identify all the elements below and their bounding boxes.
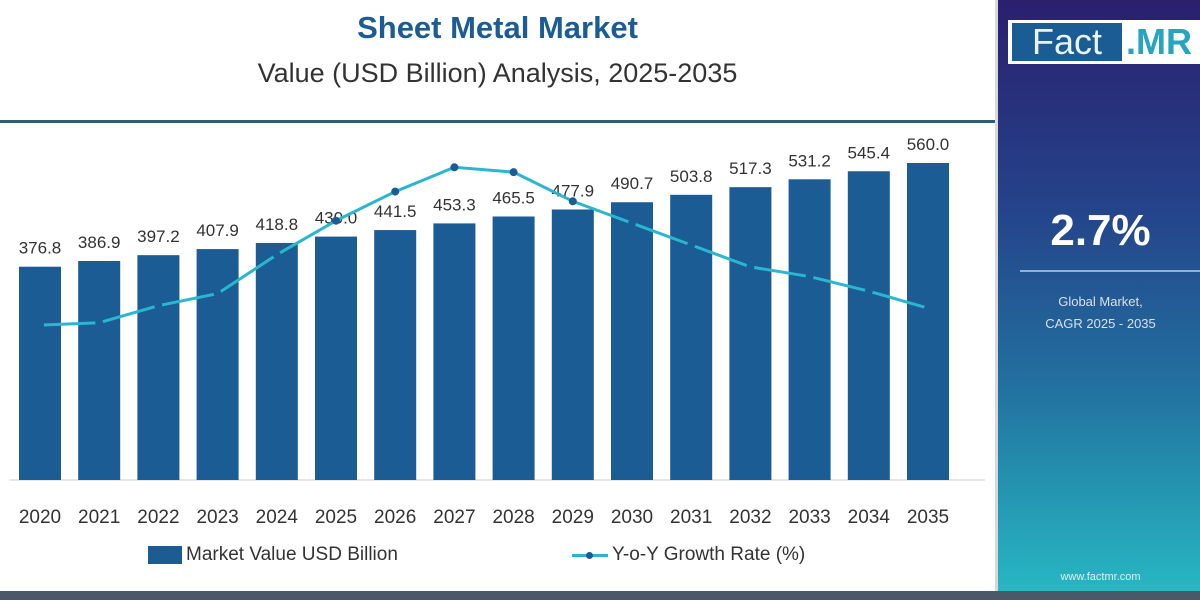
growth-point [687, 241, 696, 249]
chart-area: 376.8 2020 386.9 2021 397.2 2022 407.9 2023 418.… [10, 135, 985, 528]
x-tick-label: 2031 [670, 507, 712, 528]
bar [433, 223, 476, 480]
bar-value-label: 376.8 [19, 239, 62, 258]
bar [847, 171, 890, 480]
growth-point [864, 287, 873, 296]
bar-value-label: 441.5 [374, 202, 417, 221]
bar-value-label: 397.2 [137, 227, 180, 246]
x-tick-label: 2025 [315, 507, 357, 528]
chart-subtitle: Value (USD Billion) Analysis, 2025-2035 [257, 58, 738, 88]
legend-line-swatch [572, 546, 608, 564]
cagr-label-line: Global Market, [1058, 294, 1143, 309]
legend-bar-swatch [148, 546, 182, 564]
growth-point [154, 301, 163, 310]
x-tick-label: 2030 [611, 507, 653, 528]
bar [137, 255, 180, 480]
growth-point [924, 304, 932, 313]
x-tick-label: 2035 [907, 507, 949, 528]
cagr-label: Global Market, CAGR 2025 - 2035 [998, 291, 1200, 335]
bar [907, 163, 949, 480]
growth-point [568, 197, 577, 206]
x-tick-label: 2021 [78, 507, 120, 528]
legend-item-growth-rate: Y-o-Y Growth Rate (%) [572, 544, 805, 566]
header-divider [0, 120, 995, 123]
bar [374, 230, 417, 480]
x-tick-label: 2034 [848, 507, 891, 528]
bar [729, 187, 772, 480]
growth-point [805, 272, 814, 281]
bar [788, 179, 831, 480]
x-tick-label: 2029 [552, 507, 594, 528]
cagr-panel: Fact .MR 2.7% Global Market, CAGR 2025 -… [995, 0, 1200, 591]
x-tick-label: 2028 [492, 507, 534, 528]
x-tick-label: 2020 [19, 507, 61, 528]
x-tick-label: 2033 [788, 507, 830, 528]
bar [670, 194, 713, 480]
growth-point [332, 216, 340, 225]
growth-point [95, 318, 104, 327]
growth-point [509, 168, 518, 177]
growth-line [39, 165, 929, 327]
logo-text: Fact [1012, 23, 1122, 61]
legend-label: Y-o-Y Growth Rate (%) [612, 544, 806, 565]
bar-value-label: 418.8 [256, 215, 299, 234]
growth-point [391, 187, 400, 196]
x-tick-label: 2026 [374, 507, 416, 528]
bar [551, 209, 594, 480]
chart-title: Sheet Metal Market [357, 10, 638, 45]
bar-value-label: 503.8 [670, 167, 713, 186]
logo-text: .MR [1126, 21, 1192, 62]
website-text: www.factmr.com [1060, 571, 1141, 583]
bar-value-label: 490.7 [611, 174, 654, 193]
bar-value-label: 545.4 [848, 143, 891, 162]
cagr-divider [1020, 270, 1200, 272]
x-tick-label: 2032 [729, 507, 771, 528]
bar [19, 266, 61, 480]
legend-label: Market Value USD Billion [186, 544, 398, 565]
growth-point [36, 321, 44, 330]
growth-point [746, 262, 755, 271]
x-tick-label: 2027 [433, 507, 475, 528]
bar [315, 236, 357, 480]
growth-point [213, 289, 222, 298]
cagr-value: 2.7% [1050, 206, 1151, 255]
bar-value-label: 560.0 [907, 135, 950, 154]
x-tick-label: 2024 [256, 507, 299, 528]
bar [255, 242, 298, 480]
factmr-logo: Fact .MR [1008, 20, 1200, 64]
bar-value-label: 407.9 [196, 221, 239, 240]
x-tick-label: 2023 [196, 507, 238, 528]
x-tick-label: 2022 [137, 507, 179, 528]
bar-value-label: 531.2 [788, 151, 831, 170]
bar [78, 260, 121, 480]
bar-value-label: 517.3 [729, 159, 772, 178]
bar [196, 249, 239, 480]
bottom-border [0, 591, 1200, 600]
legend-item-market-value: Market Value USD Billion [148, 544, 398, 566]
bar-value-label: 386.9 [78, 233, 121, 252]
bar [611, 202, 653, 480]
growth-point [272, 250, 281, 259]
growth-point [628, 219, 636, 228]
bar [492, 216, 535, 480]
cagr-label-line: CAGR 2025 - 2035 [1045, 316, 1156, 331]
growth-point [450, 163, 459, 172]
bar-value-label: 465.5 [492, 188, 535, 207]
bar-value-label: 453.3 [433, 195, 476, 214]
